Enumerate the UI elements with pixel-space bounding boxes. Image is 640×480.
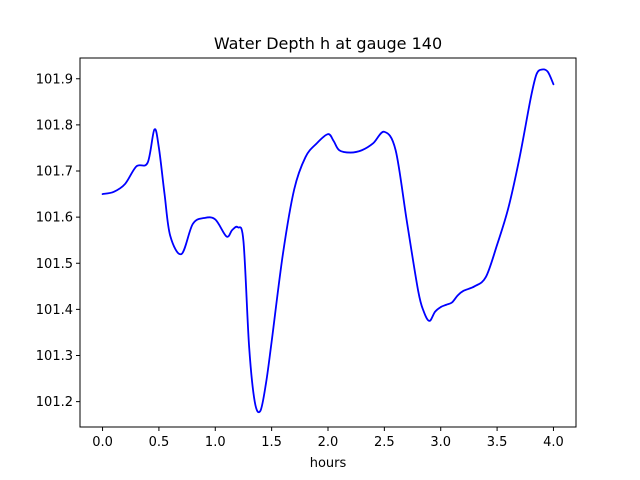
x-tick-label: 3.5 [487,435,508,450]
x-tick-label: 2.0 [318,435,339,450]
x-tick-label: 1.0 [205,435,226,450]
y-tick-label: 101.5 [36,257,73,272]
y-tick-label: 101.8 [36,118,73,133]
x-tick-label: 4.0 [543,435,564,450]
x-tick-label: 2.5 [374,435,395,450]
y-tick-label: 101.6 [36,211,73,226]
y-tick-label: 101.7 [36,165,73,180]
y-tick-label: 101.4 [36,303,73,318]
x-axis: 0.0 0.5 1.0 1.5 2.0 2.5 3.0 3.5 4.0 [92,427,564,450]
y-tick-label: 101.9 [36,72,73,87]
x-tick-label: 0.0 [92,435,113,450]
y-tick-label: 101.2 [36,395,73,410]
chart-title: Water Depth h at gauge 140 [214,34,442,53]
x-axis-label: hours [310,456,347,471]
x-tick-label: 1.5 [261,435,282,450]
plot-area [101,68,555,414]
water-depth-series-line [101,68,555,414]
x-tick-label: 3.0 [430,435,451,450]
y-tick-label: 101.3 [36,349,73,364]
y-axis: 101.2 101.3 101.4 101.5 101.6 101.7 101.8 101.9 [36,72,80,410]
x-tick-label: 0.5 [149,435,170,450]
